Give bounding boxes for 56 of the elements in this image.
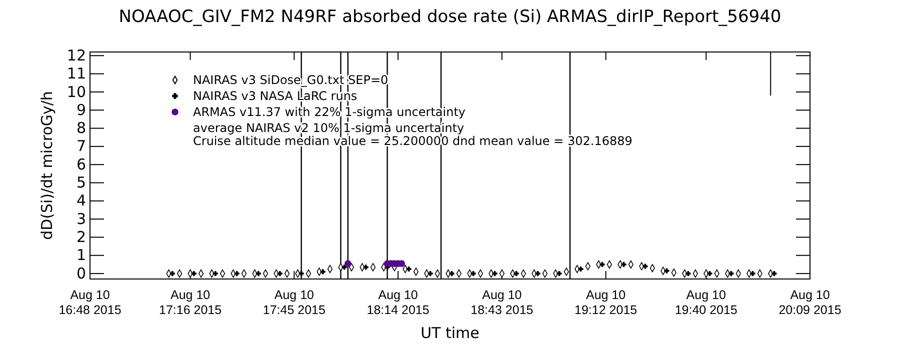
y-tick-label: 9 xyxy=(76,100,86,119)
x-tick-label: Aug 10 17:45 2015 xyxy=(262,288,326,317)
x-tick-label: Aug 10 16:48 2015 xyxy=(58,288,122,317)
point xyxy=(170,271,175,276)
point xyxy=(370,263,376,272)
y-tick-label: 3 xyxy=(76,210,86,228)
y-tick-label: 2 xyxy=(76,228,86,246)
y-tick-label: 4 xyxy=(76,192,86,210)
point xyxy=(492,271,498,276)
point xyxy=(320,269,326,274)
y-tick-label: 10 xyxy=(66,82,86,101)
point xyxy=(428,271,433,276)
y-tick-label: 5 xyxy=(76,174,86,192)
point xyxy=(449,271,454,276)
point xyxy=(363,264,368,270)
y-tick-label: 11 xyxy=(66,64,86,83)
point xyxy=(750,271,756,276)
point xyxy=(212,271,218,276)
point xyxy=(277,271,282,276)
point xyxy=(642,264,648,269)
chart-title: NOAAOC_GIV_FM2 N49RF absorbed dose rate (Si) ARMAS_dirIP_Report_56940 xyxy=(118,7,782,27)
point xyxy=(342,264,347,270)
point xyxy=(728,271,734,276)
x-tick-label: Aug 10 17:16 2015 xyxy=(159,288,222,317)
y-tick-label: 0 xyxy=(76,264,86,282)
point xyxy=(256,271,261,276)
point xyxy=(686,271,691,276)
point xyxy=(514,271,519,276)
point xyxy=(234,271,240,276)
point xyxy=(191,271,196,276)
x-axis-title: UT time xyxy=(420,324,480,342)
point xyxy=(556,271,562,276)
point xyxy=(535,271,540,276)
point xyxy=(406,266,412,272)
y-tick-label: 7 xyxy=(76,137,86,156)
y-tick-label: 8 xyxy=(76,119,86,138)
y-tick-label: 1 xyxy=(76,246,86,264)
point xyxy=(621,262,626,267)
x-tick-label: Aug 10 19:12 2015 xyxy=(574,288,638,317)
point xyxy=(344,260,352,267)
x-tick-label: Aug 10 18:14 2015 xyxy=(366,288,430,317)
x-tick-label: Aug 10 19:40 2015 xyxy=(674,288,738,317)
y-tick-label: 6 xyxy=(76,155,86,174)
point xyxy=(470,271,476,276)
point xyxy=(578,266,584,272)
point xyxy=(772,271,777,276)
point xyxy=(348,263,354,272)
point xyxy=(298,271,304,276)
point xyxy=(600,262,605,267)
y-axis-title: dD(Si)/dt microGy/h xyxy=(38,91,56,240)
y-tick-label: 12 xyxy=(66,46,86,64)
point xyxy=(413,268,419,276)
x-tick-label: Aug 10 20:09 2015 xyxy=(778,288,842,317)
point xyxy=(664,268,670,274)
x-tick-label: Aug 10 18:43 2015 xyxy=(470,288,534,317)
point xyxy=(707,271,712,276)
